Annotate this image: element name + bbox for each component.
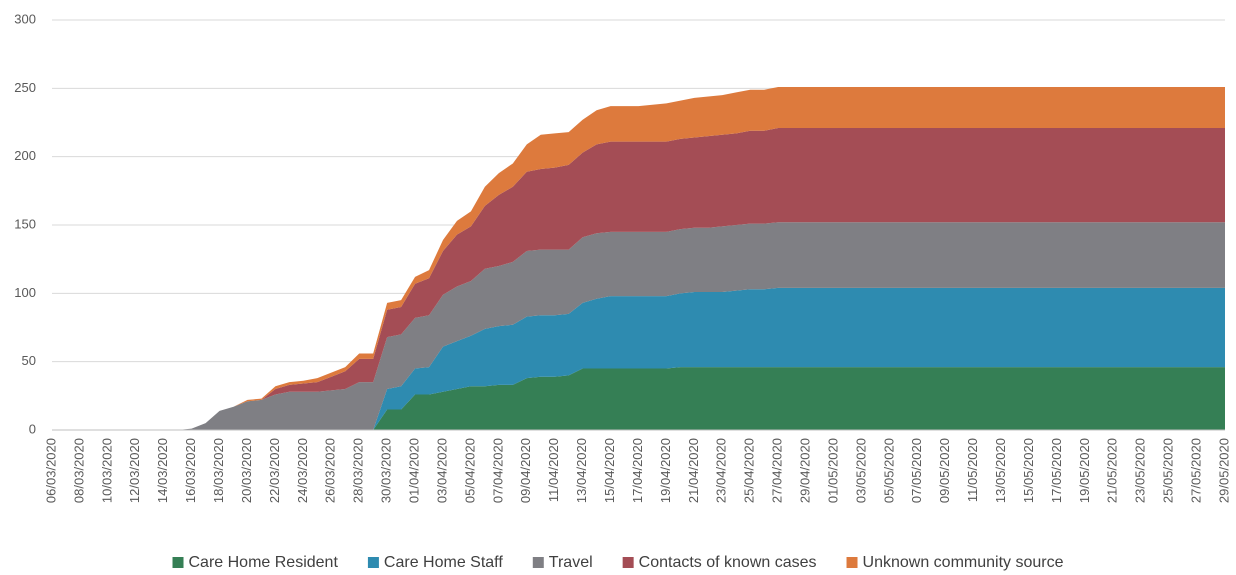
area [52,86,1225,430]
area [52,127,1225,430]
x-tick-label: 03/04/2020 [434,438,449,503]
x-tick-label: 01/05/2020 [825,438,840,503]
x-tick-label: 10/03/2020 [99,438,114,503]
y-tick-label: 250 [14,80,36,95]
x-tick-label: 20/03/2020 [239,438,254,503]
legend-swatch [622,557,634,568]
x-tick-label: 15/04/2020 [602,438,617,503]
x-tick-label: 07/05/2020 [909,438,924,503]
x-tick-label: 09/05/2020 [937,438,952,503]
x-tick-label: 26/03/2020 [323,438,338,503]
x-tick-label: 27/05/2020 [1189,438,1204,503]
x-tick-label: 25/05/2020 [1161,438,1176,503]
x-tick-label: 08/03/2020 [71,438,86,503]
legend-swatch [367,557,379,568]
x-tick-label: 23/04/2020 [714,438,729,503]
legend-label: Care Home Staff [384,554,503,571]
x-tick-label: 18/03/2020 [211,438,226,503]
y-tick-label: 0 [29,421,36,436]
x-tick-label: 13/05/2020 [993,438,1008,503]
x-tick-label: 17/04/2020 [630,438,645,503]
x-tick-label: 19/05/2020 [1077,438,1092,503]
area [52,367,1225,430]
x-tick-label: 12/03/2020 [127,438,142,503]
y-tick-label: 200 [14,148,36,163]
x-tick-label: 15/05/2020 [1021,438,1036,503]
x-tick-label: 27/04/2020 [770,438,785,503]
x-tick-label: 17/05/2020 [1049,438,1064,503]
y-tick-label: 300 [14,11,36,26]
legend-label: Care Home Resident [189,554,339,571]
x-tick-label: 11/04/2020 [546,438,561,502]
x-tick-label: 28/03/2020 [351,438,366,503]
x-tick-label: 23/05/2020 [1133,438,1148,503]
x-tick-label: 30/03/2020 [379,438,394,503]
x-tick-label: 03/05/2020 [853,438,868,503]
x-tick-label: 13/04/2020 [574,438,589,503]
x-tick-label: 05/04/2020 [462,438,477,503]
x-tick-label: 09/04/2020 [518,438,533,503]
x-tick-label: 07/04/2020 [490,438,505,503]
x-tick-label: 05/05/2020 [881,438,896,503]
legend-swatch [846,557,858,568]
x-tick-label: 24/03/2020 [295,438,310,503]
x-tick-label: 21/04/2020 [686,438,701,503]
legend-label: Unknown community source [863,554,1064,571]
x-tick-label: 01/04/2020 [407,438,422,503]
legend-swatch [532,557,544,568]
x-tick-label: 11/05/2020 [965,438,980,502]
y-tick-label: 50 [22,353,36,368]
x-tick-label: 19/04/2020 [658,438,673,503]
x-tick-label: 29/05/2020 [1216,438,1231,503]
x-tick-label: 06/03/2020 [43,438,58,503]
x-tick-label: 25/04/2020 [742,438,757,503]
area [52,287,1225,430]
x-tick-label: 14/03/2020 [155,438,170,503]
area [52,222,1225,430]
legend-label: Travel [549,554,593,571]
x-tick-label: 16/03/2020 [183,438,198,503]
legend-swatch [172,557,184,568]
legend-label: Contacts of known cases [639,554,817,571]
x-tick-label: 21/05/2020 [1105,438,1120,503]
x-tick-label: 29/04/2020 [798,438,813,503]
y-tick-label: 150 [14,216,36,231]
x-tick-label: 22/03/2020 [267,438,282,503]
y-tick-label: 100 [14,285,36,300]
